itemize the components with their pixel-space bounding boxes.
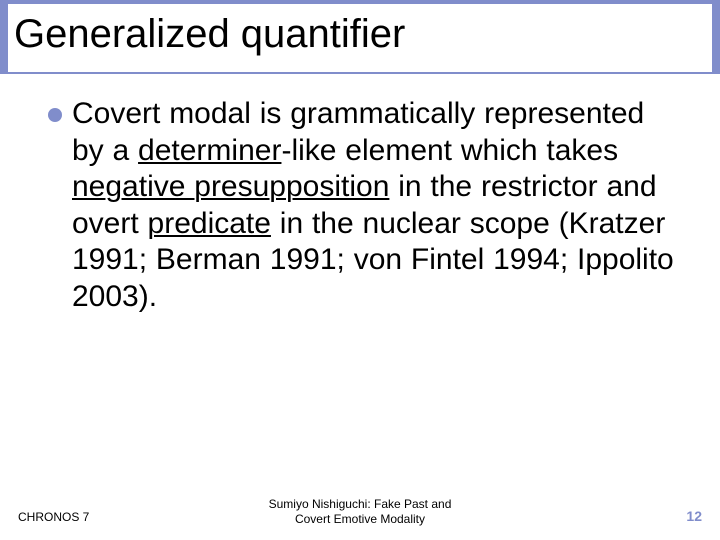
bullet-text: Covert modal is grammatically represente… [72, 96, 680, 316]
slide-title: Generalized quantifier [8, 4, 712, 57]
footer: CHRONOS 7 Sumiyo Nishiguchi: Fake Past a… [0, 492, 720, 526]
bullet-icon [48, 108, 62, 122]
footer-center-line: Covert Emotive Modality [295, 512, 425, 526]
bullet-item: Covert modal is grammatically represente… [48, 96, 680, 316]
page-number: 12 [686, 508, 702, 524]
bullet-text-frag: -like element which takes [281, 134, 618, 167]
footer-center: Sumiyo Nishiguchi: Fake Past and Covert … [0, 497, 720, 526]
title-area: Generalized quantifier [8, 4, 712, 74]
bullet-text-underline: predicate [148, 207, 271, 240]
bullet-text-underline: negative presupposition [72, 170, 389, 203]
footer-center-line: Sumiyo Nishiguchi: Fake Past and [269, 497, 452, 511]
body-area: Covert modal is grammatically represente… [48, 96, 680, 316]
bullet-text-underline: determiner [138, 134, 281, 167]
